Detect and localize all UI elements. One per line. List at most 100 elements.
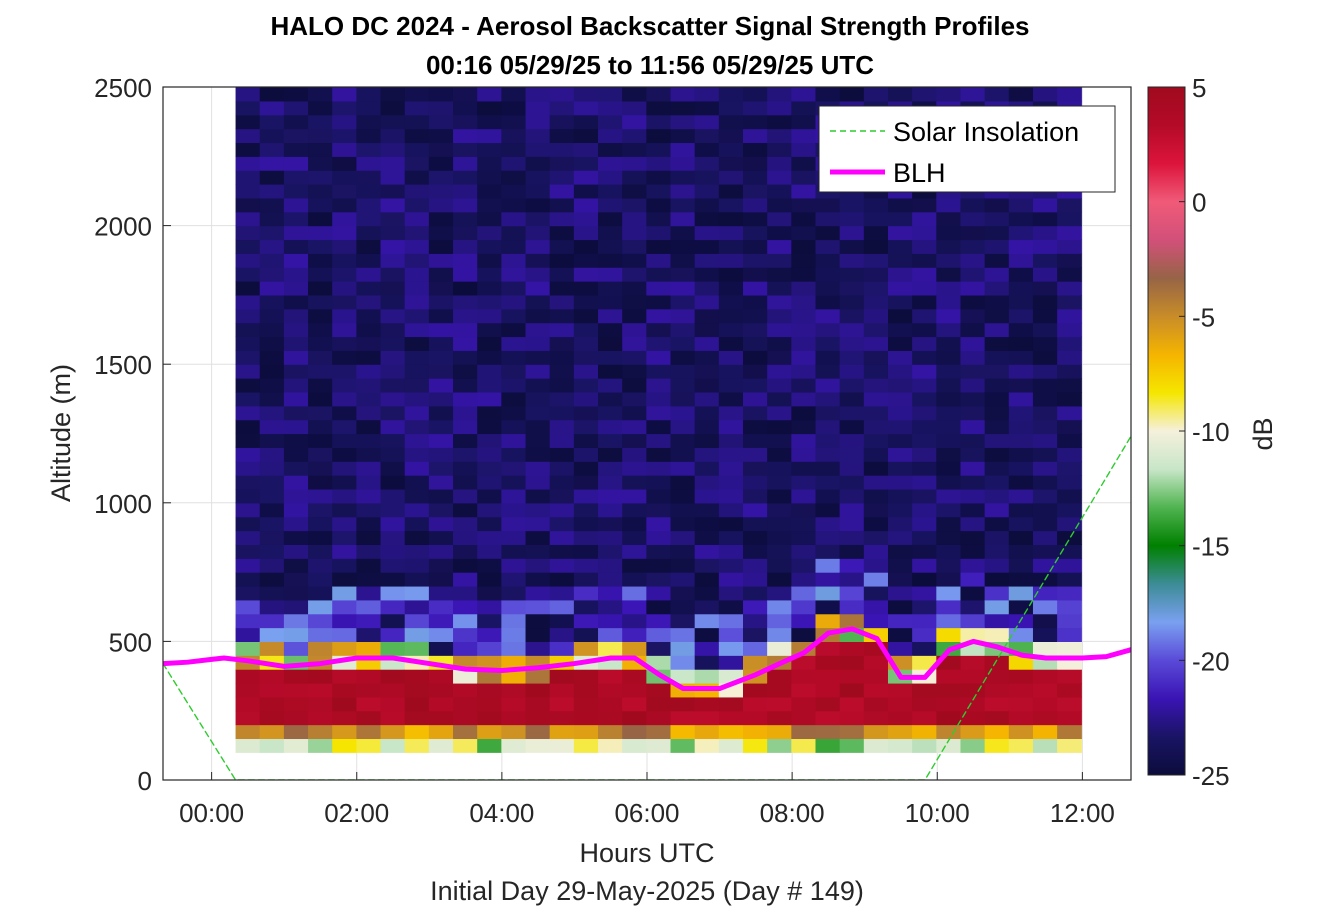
heatmap-cell-4-17 [332, 502, 357, 518]
heatmap-cell-17-38 [646, 211, 672, 227]
heatmap-cell-23-16 [791, 516, 817, 532]
heatmap-cell-29-1 [936, 724, 962, 740]
heatmap-cell-6-20 [380, 461, 406, 476]
heatmap-cell-11-22 [501, 433, 527, 448]
heatmap-cell-19-35 [694, 253, 720, 268]
heatmap-cell-14-5 [573, 669, 599, 684]
heatmap-cell-21-2 [743, 710, 768, 726]
heatmap-cell-19-29 [694, 336, 720, 351]
heatmap-cell-23-0 [791, 738, 817, 753]
heatmap-cell-0-43 [235, 142, 261, 157]
heatmap-cell-12-18 [525, 488, 551, 504]
heatmap-cell-20-16 [718, 516, 744, 532]
heatmap-cell-0-34 [235, 267, 261, 282]
heatmap-cell-18-6 [670, 655, 696, 670]
heatmap-cell-1-47 [259, 87, 285, 102]
heatmap-cell-22-38 [767, 211, 792, 227]
heatmap-cell-7-13 [404, 558, 430, 573]
heatmap-cell-12-35 [525, 253, 551, 268]
heatmap-cell-27-15 [887, 530, 913, 545]
heatmap-cell-14-17 [573, 502, 599, 518]
heatmap-cell-6-45 [380, 114, 406, 130]
heatmap-cell-11-14 [501, 544, 527, 559]
heatmap-cell-14-13 [573, 558, 599, 573]
heatmap-cell-32-29 [1008, 336, 1034, 351]
heatmap-cell-25-23 [839, 419, 865, 435]
heatmap-cell-3-27 [308, 364, 333, 379]
heatmap-cell-34-27 [1057, 364, 1082, 379]
heatmap-cell-21-46 [743, 100, 768, 116]
heatmap-cell-18-29 [670, 336, 696, 351]
heatmap-cell-6-15 [380, 530, 406, 545]
heatmap-cell-19-12 [694, 572, 720, 587]
heatmap-cell-29-26 [936, 378, 962, 393]
heatmap-cell-14-33 [573, 281, 599, 296]
heatmap-cell-21-17 [743, 502, 768, 518]
heatmap-cell-17-6 [646, 655, 672, 670]
heatmap-cell-6-9 [380, 613, 406, 629]
heatmap-cell-9-11 [453, 585, 478, 601]
heatmap-cell-10-37 [477, 225, 502, 241]
heatmap-cell-34-31 [1057, 308, 1082, 324]
heatmap-cell-19-41 [694, 170, 720, 185]
heatmap-cell-9-42 [453, 156, 478, 171]
heatmap-cell-18-19 [670, 475, 696, 490]
heatmap-cell-10-7 [477, 641, 502, 656]
heatmap-cell-24-23 [815, 419, 841, 435]
heatmap-cell-33-9 [1032, 613, 1058, 629]
heatmap-cell-2-38 [283, 211, 309, 227]
heatmap-cell-25-12 [839, 572, 865, 587]
heatmap-cell-1-38 [259, 211, 285, 227]
heatmap-cell-22-7 [767, 641, 792, 656]
heatmap-cell-11-7 [501, 641, 527, 656]
heatmap-cell-13-33 [549, 281, 575, 296]
heatmap-cell-31-28 [984, 350, 1010, 365]
heatmap-cell-18-12 [670, 572, 696, 587]
heatmap-cell-15-2 [598, 710, 623, 726]
heatmap-cell-19-27 [694, 364, 720, 379]
heatmap-cell-1-40 [259, 184, 285, 199]
heatmap-cell-16-9 [622, 613, 647, 629]
heatmap-cell-0-20 [235, 461, 261, 476]
heatmap-cell-8-16 [428, 516, 454, 532]
heatmap-cell-18-39 [670, 197, 696, 213]
heatmap-cell-26-9 [863, 613, 889, 629]
heatmap-cell-16-42 [622, 156, 647, 171]
heatmap-cell-17-13 [646, 558, 672, 573]
heatmap-cell-27-9 [887, 613, 913, 629]
heatmap-cell-14-46 [573, 100, 599, 116]
heatmap-cell-14-40 [573, 184, 599, 199]
heatmap-cell-23-45 [791, 114, 817, 130]
heatmap-cell-27-12 [887, 572, 913, 587]
heatmap-cell-5-22 [356, 433, 382, 448]
heatmap-cell-1-36 [259, 239, 285, 254]
heatmap-cell-22-41 [767, 170, 792, 185]
heatmap-cell-8-0 [428, 738, 454, 753]
heatmap-cell-20-42 [718, 156, 744, 171]
heatmap-cell-3-32 [308, 294, 333, 310]
heatmap-cell-1-43 [259, 142, 285, 157]
heatmap-cell-1-37 [259, 225, 285, 241]
heatmap-cell-4-4 [332, 682, 357, 698]
heatmap-cell-14-10 [573, 599, 599, 615]
heatmap [235, 87, 1082, 753]
heatmap-cell-4-5 [332, 669, 357, 684]
heatmap-cell-17-24 [646, 405, 672, 421]
heatmap-cell-32-34 [1008, 267, 1034, 282]
heatmap-cell-33-28 [1032, 350, 1058, 365]
heatmap-cell-15-38 [598, 211, 623, 227]
heatmap-cell-8-47 [428, 87, 454, 102]
heatmap-cell-27-2 [887, 710, 913, 726]
heatmap-cell-3-30 [308, 322, 333, 338]
heatmap-cell-16-12 [622, 572, 647, 587]
heatmap-cell-18-27 [670, 364, 696, 379]
heatmap-cell-27-31 [887, 308, 913, 324]
heatmap-cell-20-39 [718, 197, 744, 213]
heatmap-cell-12-45 [525, 114, 551, 130]
heatmap-cell-3-26 [308, 378, 333, 393]
heatmap-cell-2-37 [283, 225, 309, 241]
heatmap-cell-18-43 [670, 142, 696, 157]
heatmap-cell-26-15 [863, 530, 889, 545]
heatmap-cell-32-28 [1008, 350, 1034, 365]
heatmap-cell-3-24 [308, 405, 333, 421]
